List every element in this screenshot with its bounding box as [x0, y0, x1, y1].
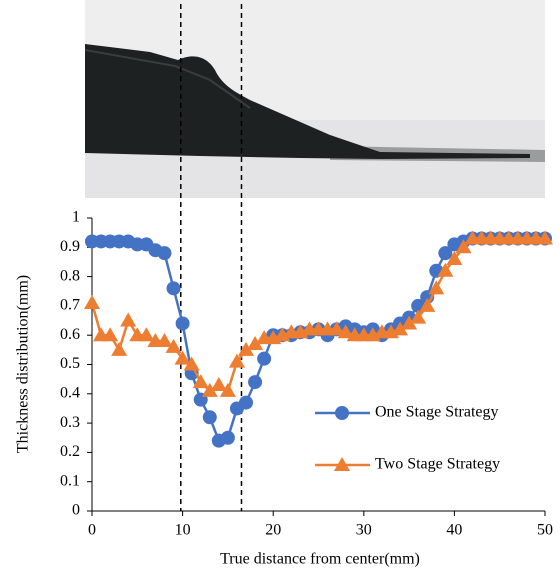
y-tick-label: 0.3	[60, 414, 80, 431]
y-tick-label: 0.8	[60, 267, 80, 284]
data-point	[84, 294, 100, 309]
y-tick-label: 0.9	[60, 238, 80, 255]
data-point	[157, 246, 172, 261]
x-tick-label: 10	[175, 522, 191, 539]
data-point	[111, 341, 128, 356]
x-tick-label: 30	[356, 522, 372, 539]
data-point	[401, 315, 418, 330]
y-axis-label: Thickness distribution(mm)	[15, 275, 32, 453]
data-point	[201, 382, 218, 397]
legend-label: One Stage Strategy	[375, 404, 499, 421]
legend-marker	[334, 457, 350, 471]
data-point	[328, 321, 345, 336]
data-point	[220, 430, 235, 445]
data-point	[156, 333, 173, 348]
x-tick-label: 0	[88, 522, 96, 539]
photo	[84, 0, 545, 198]
data-point	[428, 280, 445, 295]
data-point	[183, 356, 200, 371]
data-point	[174, 350, 191, 365]
data-point	[165, 338, 182, 353]
y-tick-label: 0.4	[60, 384, 80, 401]
data-point	[248, 375, 263, 390]
y-tick-label: 0.1	[60, 472, 80, 489]
data-point	[102, 327, 119, 342]
y-tick-label: 0	[72, 502, 80, 519]
data-point	[247, 335, 264, 350]
data-point	[228, 353, 245, 368]
x-tick-label: 20	[265, 522, 281, 539]
y-tick-label: 0.2	[60, 443, 80, 460]
y-tick-label: 0.5	[60, 355, 80, 372]
data-point	[192, 374, 209, 389]
data-point	[257, 351, 272, 366]
data-point	[410, 309, 427, 324]
data-point	[438, 246, 453, 261]
data-point	[392, 321, 409, 336]
data-point	[437, 262, 454, 277]
legend-label: Two Stage Strategy	[375, 456, 500, 473]
y-tick-label: 1	[72, 209, 80, 226]
data-point	[239, 395, 254, 410]
y-tick-label: 0.7	[60, 297, 80, 314]
series-line	[90, 237, 545, 393]
legend-marker	[335, 406, 349, 420]
data-point	[219, 382, 236, 397]
data-point	[210, 377, 227, 392]
data-point	[120, 312, 137, 327]
data-point	[419, 297, 436, 312]
data-point	[455, 239, 472, 254]
data-point	[202, 410, 217, 425]
data-point	[446, 251, 463, 266]
data-point	[337, 324, 354, 339]
data-point	[175, 316, 190, 331]
data-point	[537, 230, 553, 245]
data-point	[166, 281, 181, 296]
data-point	[238, 341, 255, 356]
x-tick-label: 40	[446, 522, 462, 539]
x-tick-label: 50	[537, 522, 553, 539]
data-point	[138, 327, 155, 342]
y-tick-label: 0.6	[60, 326, 80, 343]
x-axis-label: True distance from center(mm)	[220, 551, 420, 568]
